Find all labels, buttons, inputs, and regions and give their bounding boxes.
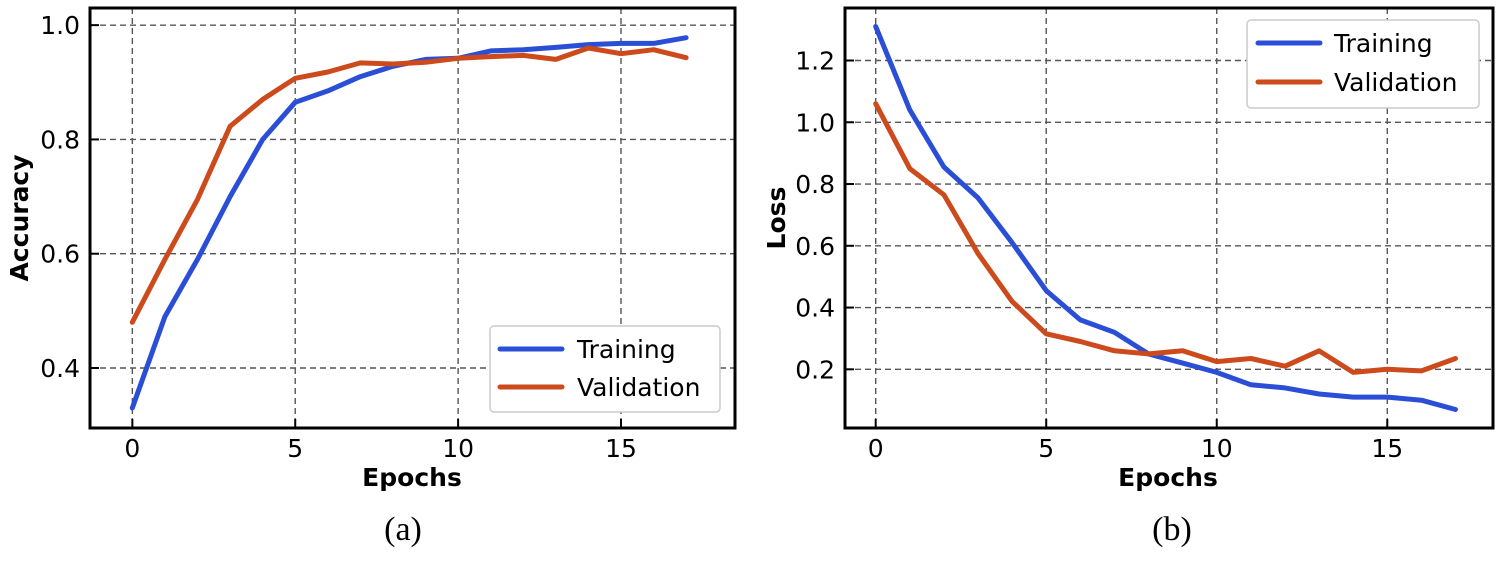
series-line-training-loss <box>873 24 1458 412</box>
ticks-accuracy <box>90 24 622 428</box>
x-tick-label: 0 <box>868 434 884 463</box>
x-tick-label: 10 <box>442 434 474 463</box>
y-tick-label: 1.2 <box>795 47 835 76</box>
y-axis-title-accuracy: Accuracy <box>5 154 34 281</box>
legend-label-validation-accuracy: Validation <box>577 373 700 402</box>
series-line-validation-loss <box>873 101 1458 375</box>
tick-labels-accuracy: 0 5 10 15 0.4 0.6 0.8 1.0 <box>40 11 637 463</box>
y-tick-label: 0.8 <box>40 125 80 154</box>
legend-label-training-loss: Training <box>1333 29 1433 58</box>
y-tick-label: 1.0 <box>40 11 80 40</box>
plot-frame-accuracy <box>88 6 737 430</box>
x-axis-title-accuracy: Epochs <box>362 463 462 492</box>
caption-a: (a) <box>384 511 422 548</box>
tick-labels-loss: 0 5 10 15 0.2 0.4 0.6 0.8 1.0 1.2 <box>795 47 1403 464</box>
y-axis-title-loss: Loss <box>762 187 791 250</box>
series-lines-loss <box>873 24 1458 412</box>
legend-accuracy: Training Validation <box>489 325 721 413</box>
y-tick-label: 0.8 <box>795 170 835 199</box>
series-lines-accuracy <box>129 35 689 411</box>
y-tick-label: 1.0 <box>795 108 835 137</box>
x-tick-label: 5 <box>287 434 303 463</box>
x-tick-label: 0 <box>124 434 140 463</box>
x-tick-label: 5 <box>1038 434 1054 463</box>
caption-b: (b) <box>1152 511 1192 548</box>
x-tick-label: 15 <box>605 434 637 463</box>
y-tick-label: 0.6 <box>795 232 835 261</box>
y-tick-label: 0.4 <box>40 354 80 383</box>
legend-label-validation-loss: Validation <box>1334 68 1457 97</box>
x-axis-title-loss: Epochs <box>1118 463 1218 492</box>
plot-frame-loss <box>843 6 1495 430</box>
legend-loss: Training Validation <box>1246 19 1480 109</box>
x-tick-label: 10 <box>1201 434 1233 463</box>
y-tick-label: 0.2 <box>795 355 835 384</box>
panel-loss: 0 5 10 15 0.2 0.4 0.6 0.8 1.0 1.2 Epochs Loss Tra… <box>762 6 1495 548</box>
y-tick-label: 0.4 <box>795 294 835 323</box>
panel-accuracy: 0 5 10 15 0.4 0.6 0.8 1.0 Epochs Accuracy Train… <box>5 6 737 548</box>
y-tick-label: 0.6 <box>40 240 80 269</box>
ticks-loss <box>845 59 1389 428</box>
series-line-validation-accuracy <box>129 45 689 325</box>
x-tick-label: 15 <box>1371 434 1403 463</box>
legend-label-training-accuracy: Training <box>576 335 676 364</box>
